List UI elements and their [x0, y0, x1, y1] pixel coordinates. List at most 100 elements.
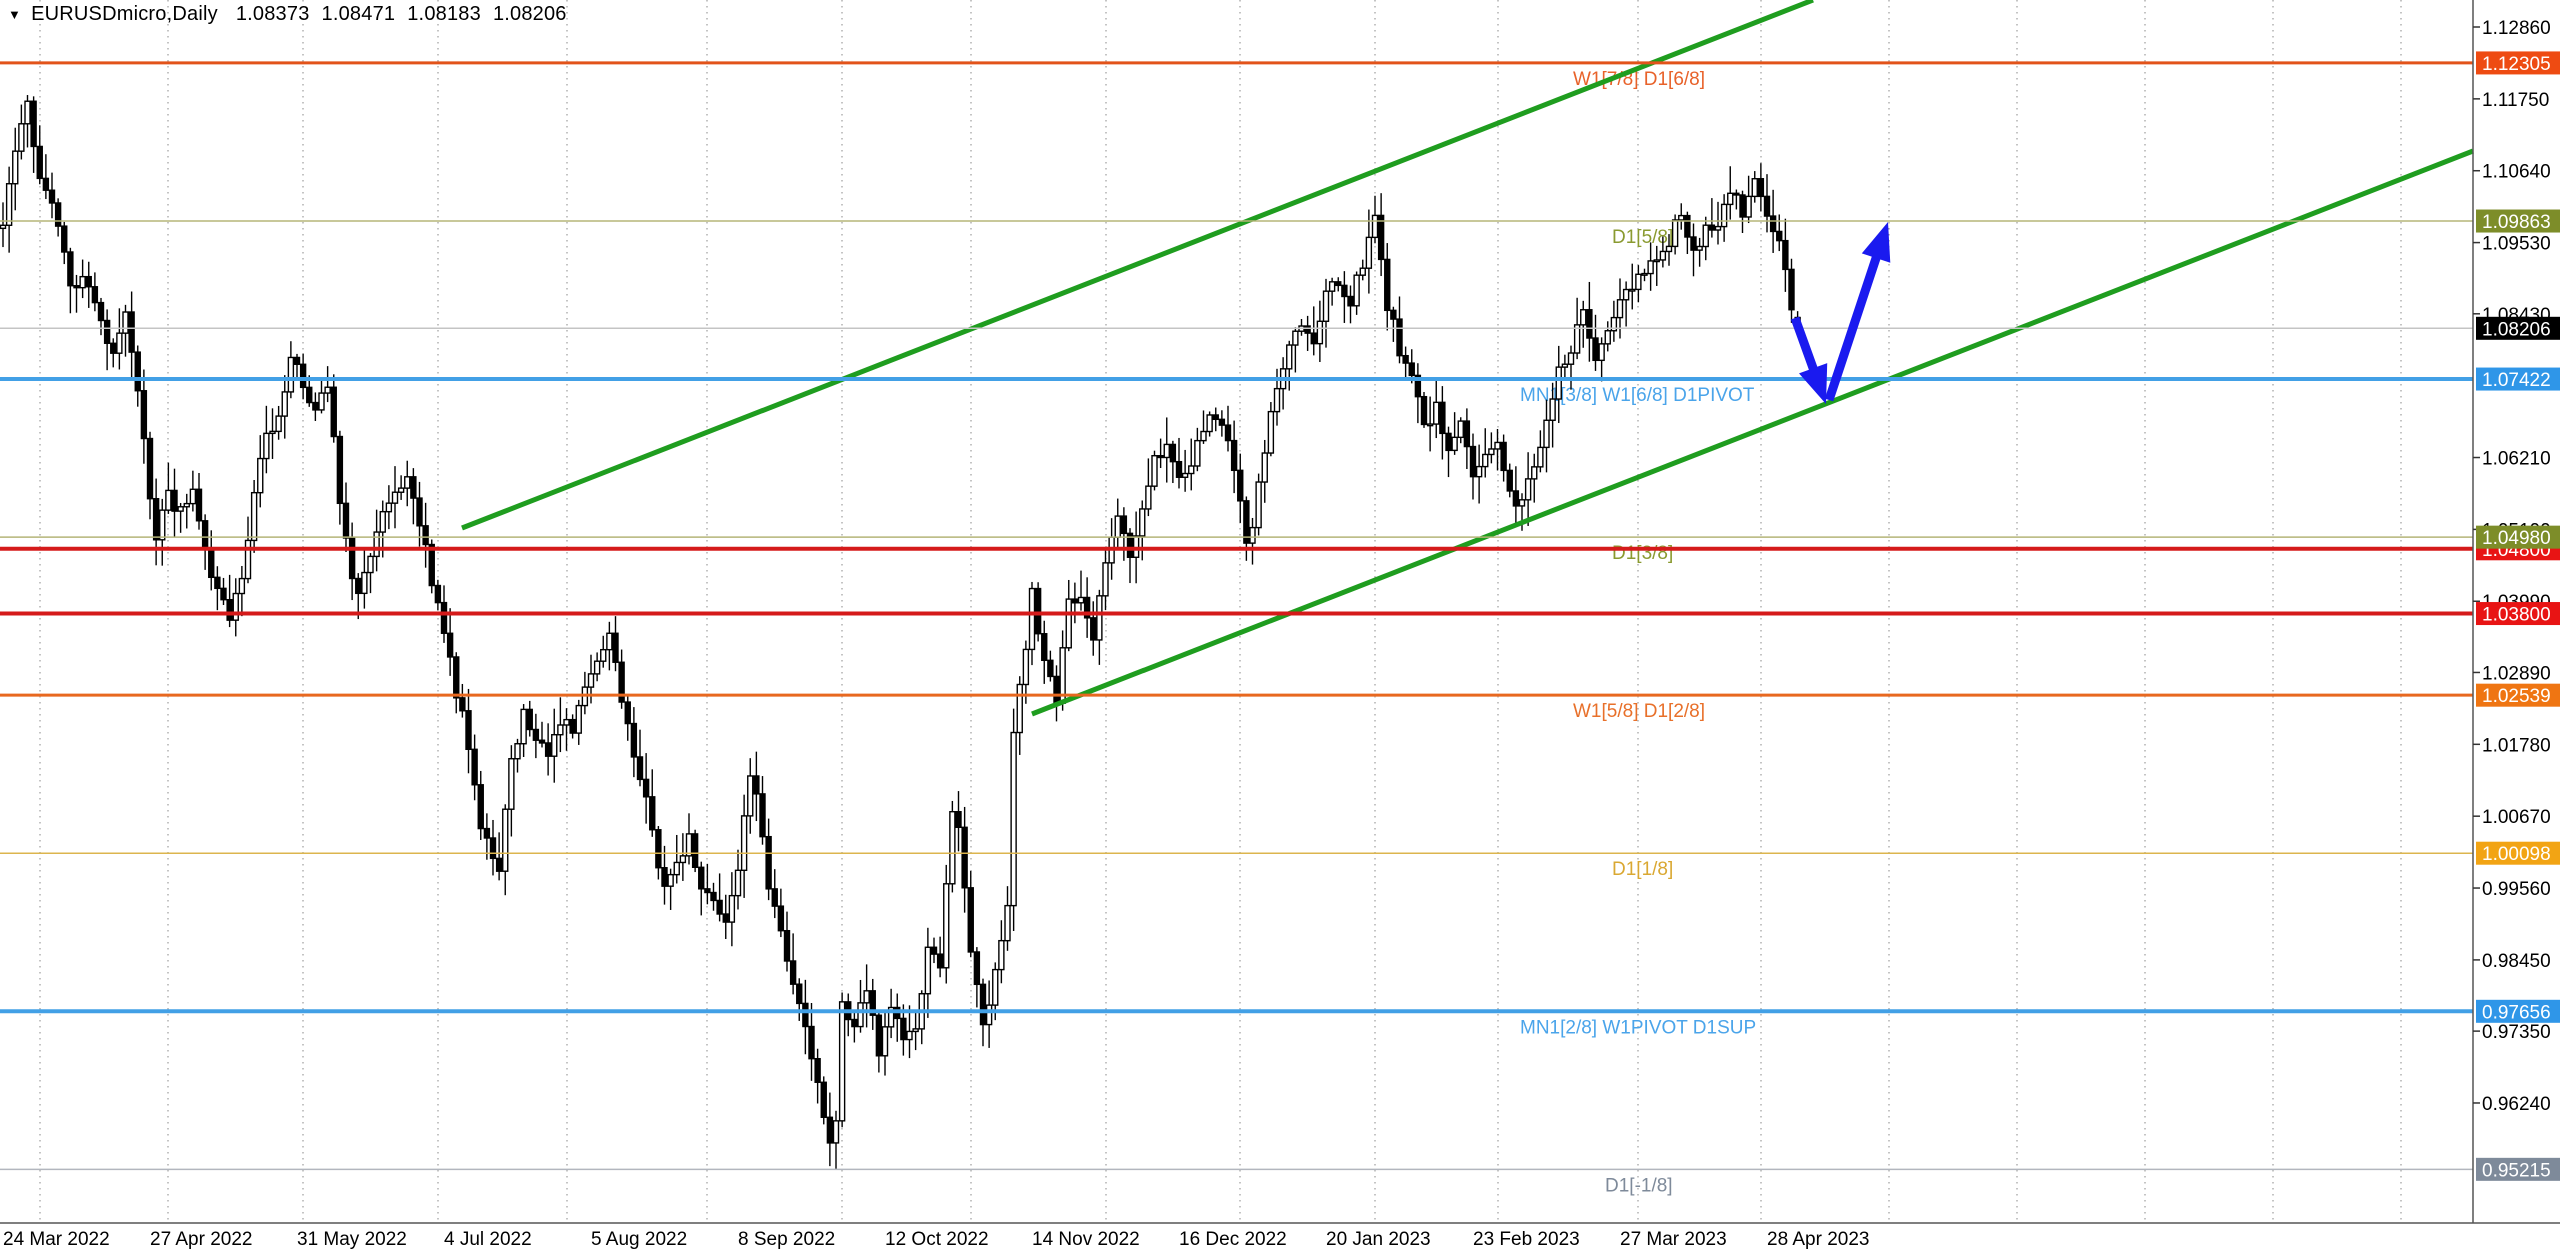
candle-body	[446, 632, 454, 658]
candle-body	[1212, 414, 1219, 421]
candle-body	[857, 1002, 864, 1028]
candle-body	[208, 547, 215, 579]
candle-body	[1224, 424, 1232, 442]
candle-body	[502, 808, 509, 872]
level-caption: MN1[3/8] W1[6/8] D1PIVOT	[1520, 385, 1755, 406]
level-caption: D1[3/8]	[1612, 543, 1673, 564]
candle-body	[747, 775, 754, 817]
level-price-badge-bg	[2476, 51, 2560, 75]
candle-body	[875, 1014, 883, 1057]
candle-body	[1665, 245, 1673, 253]
time-axis[interactable]: 24 Mar 2022 27 Apr 2022 31 May 2022 4 Jul 2…	[3, 1229, 1869, 1250]
chart-header: ▼ EURUSDmicro,Daily 1.08373 1.08471 1.08…	[8, 3, 579, 26]
candle-body	[195, 488, 203, 522]
candle-body	[263, 432, 270, 460]
candle-body	[1200, 430, 1207, 442]
time-axis-label: 31 May 2022	[297, 1229, 407, 1250]
candle-body	[434, 584, 442, 604]
candle-body	[128, 311, 135, 353]
candle-body	[924, 946, 932, 995]
level-caption: D1[1/8]	[1612, 859, 1673, 880]
candle-body	[1267, 410, 1275, 454]
time-axis-label: 4 Jul 2022	[444, 1229, 532, 1250]
candle-body	[789, 960, 797, 985]
candle-body	[869, 990, 876, 1016]
candle-body	[1010, 731, 1017, 907]
candle-body	[1163, 443, 1170, 459]
candle-body	[783, 929, 791, 962]
candle-body	[814, 1057, 821, 1083]
candle-body	[734, 869, 742, 897]
candle-body	[226, 598, 233, 621]
candle-body	[1714, 225, 1722, 231]
candle-body	[1549, 398, 1556, 421]
candle-body	[397, 487, 405, 493]
candle-body	[471, 748, 478, 786]
candle-body	[110, 342, 117, 354]
price-axis[interactable]: 1.128601.117501.106401.095301.084301.062…	[2473, 18, 2560, 1181]
candle-body	[1776, 230, 1783, 242]
time-axis-label: 20 Jan 2023	[1326, 1229, 1431, 1250]
candle-body	[1757, 178, 1765, 198]
candle-body	[906, 1030, 913, 1041]
candle-body	[244, 539, 252, 580]
candle-body	[1371, 214, 1379, 239]
candle-body	[1188, 465, 1195, 475]
price-tick-label: 0.99560	[2482, 879, 2551, 900]
symbol-dropdown-icon[interactable]: ▼	[8, 7, 22, 22]
candle-body	[1083, 596, 1091, 619]
candle-body	[593, 660, 601, 675]
candle-body	[563, 718, 570, 726]
time-axis-label: 5 Aug 2022	[591, 1229, 687, 1250]
candle-body	[1230, 439, 1238, 472]
candle-body	[600, 648, 607, 662]
candle-body	[1439, 401, 1446, 435]
price-tick-label: 0.96240	[2482, 1094, 2551, 1115]
ohlc-open-value: 1.08373	[235, 3, 310, 25]
candle-body	[722, 913, 729, 923]
candle-body	[1194, 439, 1201, 467]
period-separator-grid	[39, 0, 2402, 1223]
candle-body	[992, 968, 999, 1006]
candle-body	[391, 491, 399, 504]
price-tick-label: 0.97350	[2482, 1022, 2551, 1043]
candle-body	[759, 793, 766, 838]
price-tick-label: 1.11750	[2482, 90, 2549, 111]
candle-body	[618, 661, 625, 703]
candle-body	[1653, 259, 1660, 263]
level-caption: MN1[2/8] W1PIVOT D1SUP	[1520, 1017, 1756, 1038]
candle-body	[361, 571, 368, 595]
candle-body	[1592, 337, 1599, 362]
candle-body	[404, 476, 411, 489]
candle-body	[483, 827, 491, 839]
candle-body	[636, 756, 644, 781]
candle-body	[410, 476, 417, 499]
candle-body	[1696, 245, 1703, 251]
trendline[interactable]	[1031, 148, 2474, 717]
candle-body	[1531, 466, 1538, 480]
level-price-badge-text: 1.07422	[2482, 370, 2551, 391]
trendline[interactable]	[461, 0, 1814, 531]
forecast-arrow[interactable]	[1790, 222, 1891, 404]
candle-body	[0, 224, 7, 230]
candle-body	[177, 506, 184, 512]
candle-body	[753, 775, 760, 795]
candle-body	[1053, 675, 1060, 704]
candle-body	[489, 837, 497, 860]
candle-body	[1004, 904, 1011, 942]
candle-body	[1396, 318, 1403, 357]
candle-body	[728, 894, 736, 923]
candle-body	[961, 826, 968, 889]
candle-body	[214, 576, 221, 590]
level-price-badge-bg	[2476, 602, 2560, 626]
candle-body	[1151, 455, 1158, 487]
candle-body	[1524, 478, 1532, 501]
candle-body	[1671, 219, 1679, 248]
time-axis-label: 12 Oct 2022	[885, 1229, 989, 1250]
candle-body	[740, 815, 748, 872]
candle-body	[1365, 236, 1373, 269]
candle-body	[1206, 414, 1213, 433]
candle-body	[250, 491, 258, 542]
candle-body	[318, 392, 325, 411]
